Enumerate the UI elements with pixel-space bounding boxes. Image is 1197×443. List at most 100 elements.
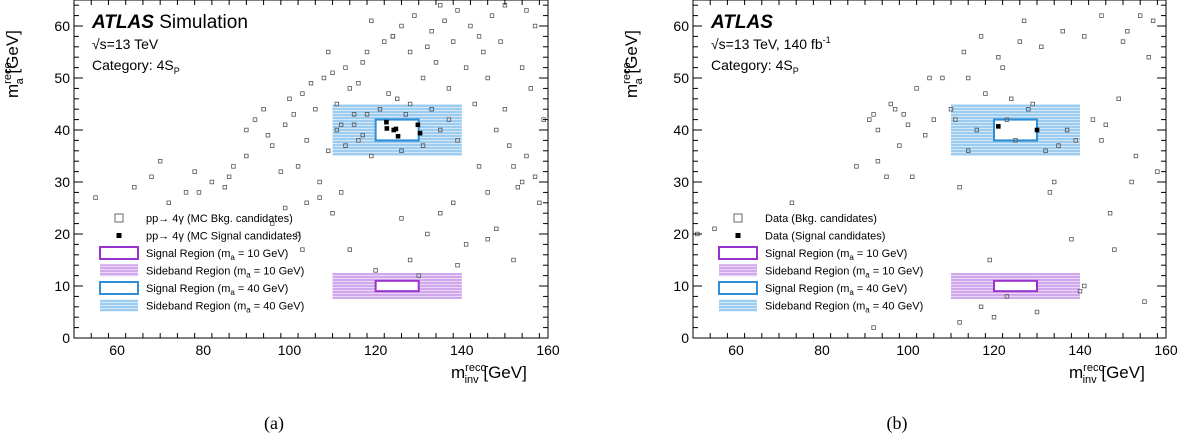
background-candidate-point <box>282 122 288 127</box>
legend-swatch-sideband-10 <box>100 264 138 277</box>
background-candidate-point <box>149 174 154 179</box>
background-candidate-point <box>996 55 1001 60</box>
background-candidate-point <box>326 49 331 55</box>
background-candidate-point <box>1039 44 1044 49</box>
background-candidate-point <box>420 75 426 81</box>
x-tick-label: 120 <box>982 342 1006 358</box>
y-axis-label-sup: reco <box>621 62 633 83</box>
background-candidate-point <box>991 314 997 320</box>
category-label-sub: P <box>174 66 180 76</box>
y-axis-label-m: m <box>3 84 22 98</box>
y-tick-label: 40 <box>673 122 689 138</box>
background-candidate-point <box>888 101 893 107</box>
legend-label: Data (Bkg. candidates) <box>765 213 877 225</box>
background-candidate-point <box>978 304 984 309</box>
background-candidate-point <box>1017 39 1022 44</box>
y-tick-label: 20 <box>673 226 689 242</box>
signal-region-10 <box>993 279 1038 293</box>
x-tick-label: 160 <box>536 342 560 358</box>
background-candidate-point <box>524 8 529 13</box>
background-candidate-point <box>1090 117 1096 122</box>
legend-label: Sideband Region (ma = 10 GeV) <box>146 266 304 280</box>
background-candidate-point <box>511 257 516 263</box>
background-candidate-point <box>485 190 490 195</box>
x-axis-label-sup: reco <box>1083 362 1104 374</box>
background-candidate-point <box>183 190 189 195</box>
background-candidate-point <box>403 112 408 117</box>
y-axis-label-m: m <box>622 84 641 98</box>
atlas-label-bold: ATLAS <box>91 12 154 33</box>
background-candidate-point <box>407 257 413 263</box>
y-axis-label: mrecoa [GeV] <box>2 30 26 98</box>
y-tick-label: 20 <box>54 226 70 242</box>
x-tick-label: 60 <box>728 342 744 358</box>
y-tick-label: 40 <box>54 122 70 138</box>
background-candidate-point <box>532 23 538 29</box>
x-tick-label: 80 <box>814 342 830 358</box>
background-candidate-point <box>978 34 984 39</box>
legend-label-text: Sideband Region (m <box>765 266 865 278</box>
x-axis-label-m: m <box>451 363 465 382</box>
legend-label-text: Signal Region (m <box>146 283 230 295</box>
background-candidate-point <box>93 195 98 200</box>
signal-candidate-point <box>415 122 421 128</box>
background-candidate-point <box>502 107 508 112</box>
y-tick-label: 30 <box>673 174 689 190</box>
background-candidate-point <box>450 39 456 44</box>
y-axis-label-sub: a <box>633 77 645 84</box>
signal-candidate-point <box>1034 127 1040 133</box>
background-candidate-point <box>875 158 881 164</box>
legend-label: Signal Region (ma = 40 GeV) <box>146 283 288 297</box>
x-tick-label: 140 <box>1068 342 1092 358</box>
background-candidate-point <box>485 75 490 81</box>
background-candidate-point <box>476 164 482 169</box>
background-candidate-point <box>511 164 516 169</box>
background-candidate-point <box>364 49 370 55</box>
plot-frame <box>73 0 549 339</box>
legend-label-sub: a <box>849 253 854 262</box>
background-candidate-point <box>892 107 898 112</box>
legend-label-suffix: = 40 GeV) <box>854 283 908 295</box>
background-candidate-point <box>867 117 872 122</box>
background-candidate-point <box>1069 236 1074 242</box>
background-candidate-point <box>438 2 443 8</box>
x-axis-label: mreco inv [GeV] <box>451 362 527 386</box>
y-axis-label: mrecoa [GeV] <box>621 30 645 98</box>
legend-label-text: pp→ 4γ (MC Bkg. candidates) <box>146 213 293 225</box>
y-tick-label: 50 <box>673 70 689 86</box>
legend-label-text: Data (Signal candidates) <box>765 231 885 243</box>
background-candidate-point <box>871 325 876 330</box>
background-candidate-point <box>931 117 936 122</box>
background-candidate-point <box>1060 28 1065 34</box>
background-candidate-point <box>463 65 469 70</box>
background-candidate-point <box>957 320 962 325</box>
category-label: Category: 4SP <box>92 57 180 76</box>
x-tick-label: 60 <box>109 342 125 358</box>
background-candidate-point <box>166 200 171 205</box>
background-candidate-point <box>489 13 495 18</box>
background-candidate-point <box>330 210 335 216</box>
background-candidate-point <box>463 242 469 247</box>
background-candidate-point <box>429 107 434 112</box>
background-candidate-point <box>360 60 365 65</box>
y-axis-label-unit: [GeV] <box>622 30 641 78</box>
background-candidate-point <box>308 81 314 86</box>
background-candidate-point <box>226 174 232 179</box>
legend-label: Signal Region (ma = 10 GeV) <box>146 248 288 262</box>
background-candidate-point <box>261 107 266 112</box>
background-candidate-point <box>494 127 499 133</box>
background-candidate-point <box>420 143 426 148</box>
background-candidate-point <box>1099 138 1104 143</box>
background-candidate-point <box>364 112 370 117</box>
x-axis-label-sub: inv <box>465 374 480 386</box>
background-candidate-point <box>382 39 387 44</box>
background-candidate-point <box>321 75 327 81</box>
y-tick-label: 50 <box>54 70 70 86</box>
legend-swatch-signal-40 <box>99 281 139 295</box>
background-candidate-point <box>966 75 971 81</box>
background-candidate-point <box>425 44 430 49</box>
background-candidate-point <box>438 127 443 133</box>
background-candidate-point <box>1082 34 1087 39</box>
background-candidate-point <box>412 13 417 18</box>
background-candidate-point <box>132 184 137 190</box>
